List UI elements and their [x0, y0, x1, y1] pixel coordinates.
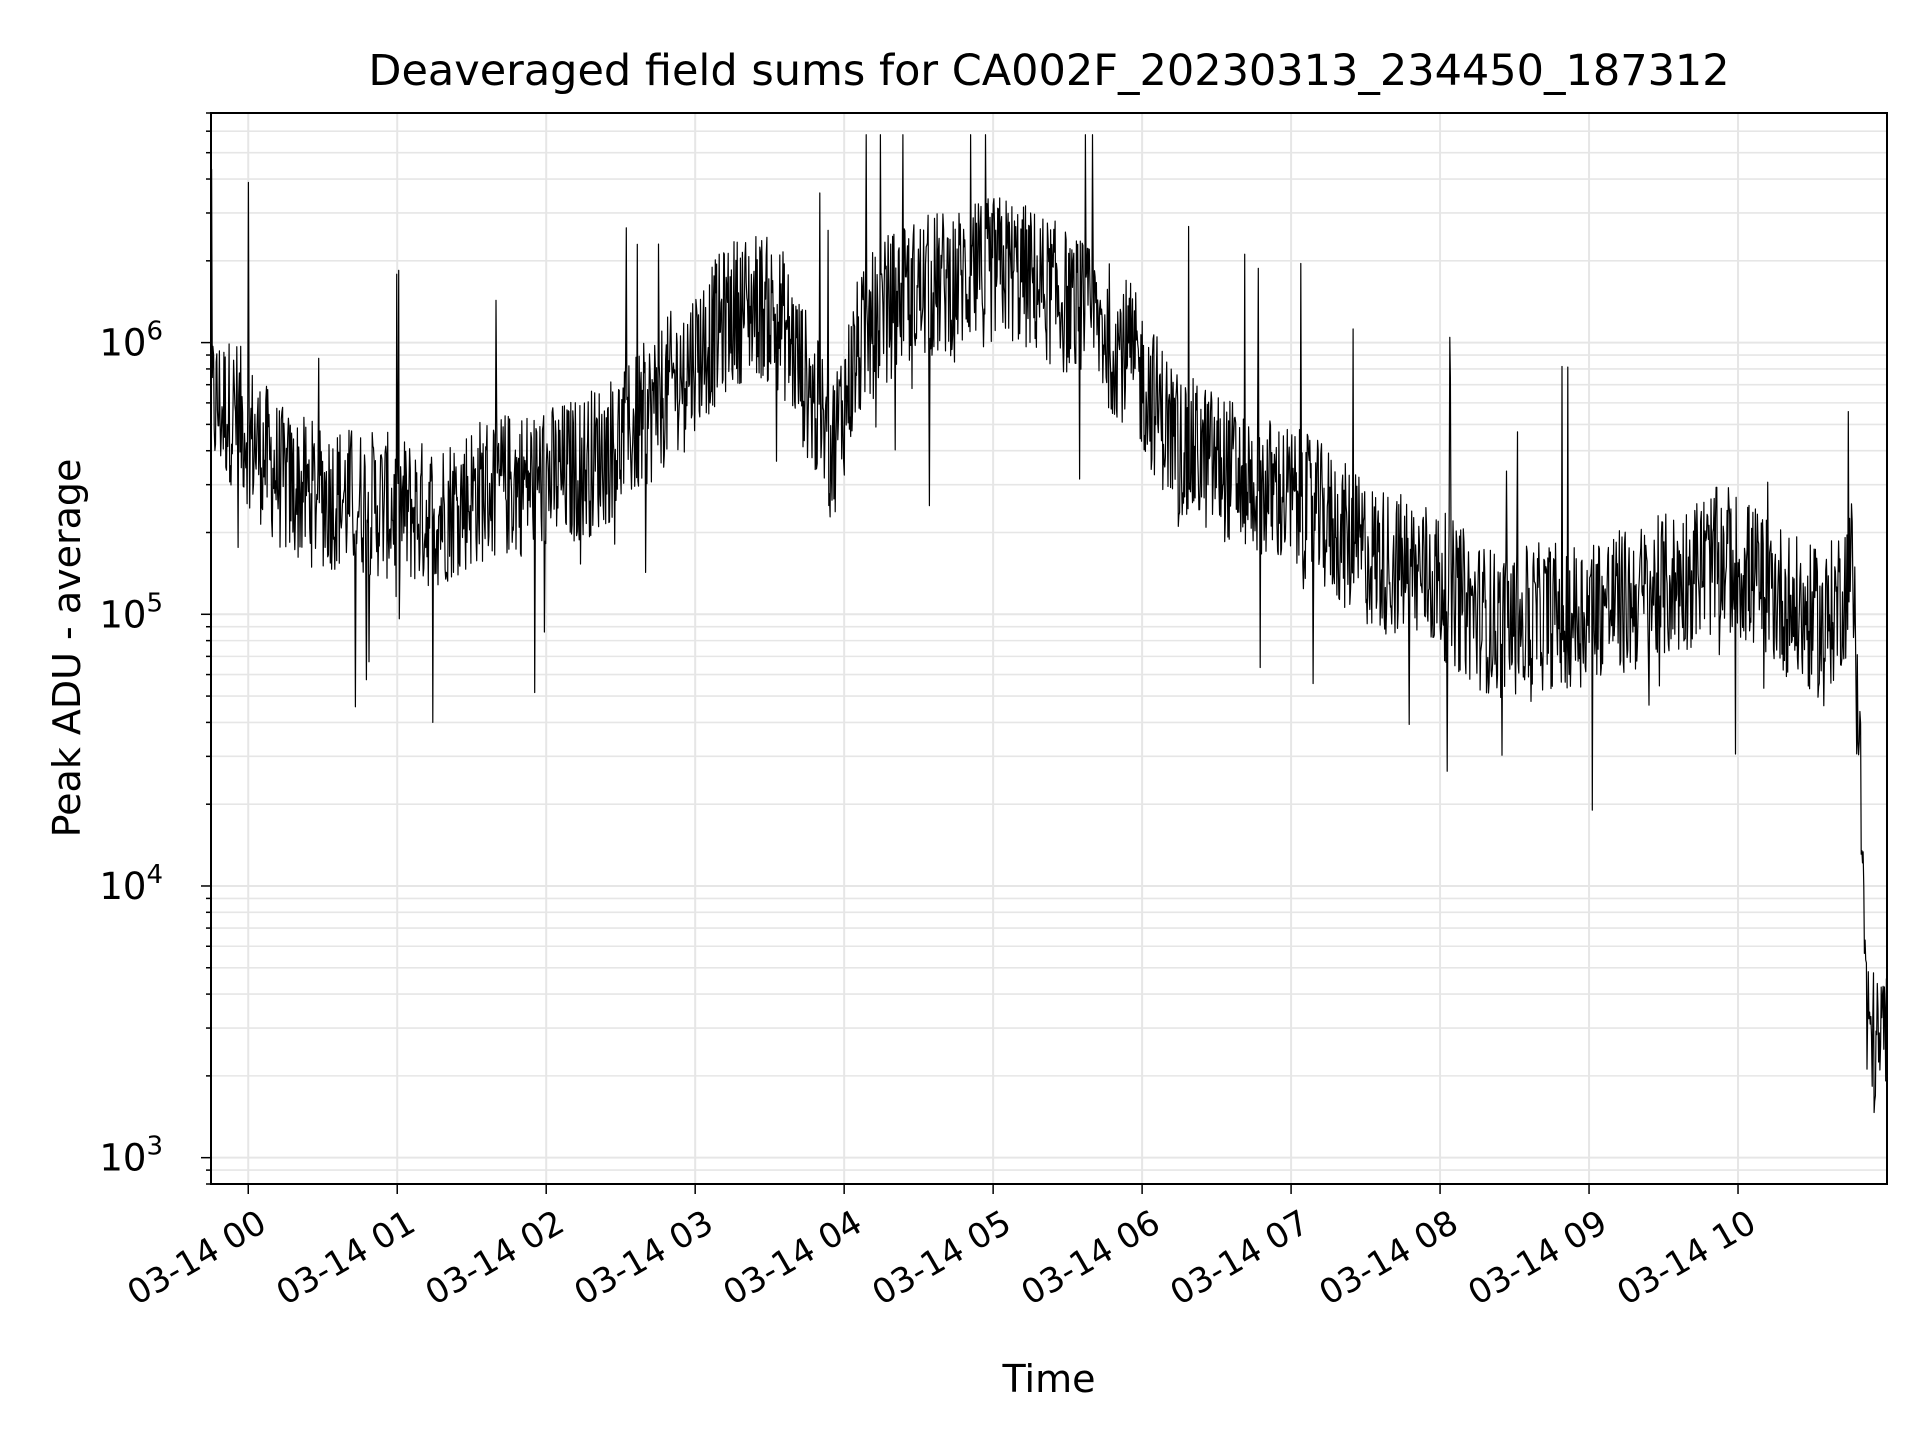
y-tick-label: 104 [99, 860, 163, 908]
y-axis-label: Peak ADU - average [45, 459, 89, 838]
series [210, 134, 1888, 1114]
x-axis-label: Time [1002, 1357, 1096, 1401]
data-line [210, 134, 1888, 1114]
y-tick-label: 105 [99, 588, 163, 636]
y-tick-label: 103 [99, 1132, 163, 1180]
y-axis: 103 104 105 106 [99, 112, 211, 1185]
y-tick-label: 106 [99, 317, 163, 365]
chart-title: Deaveraged field sums for CA002F_2023031… [368, 46, 1729, 96]
plot-frame [210, 112, 1888, 1185]
